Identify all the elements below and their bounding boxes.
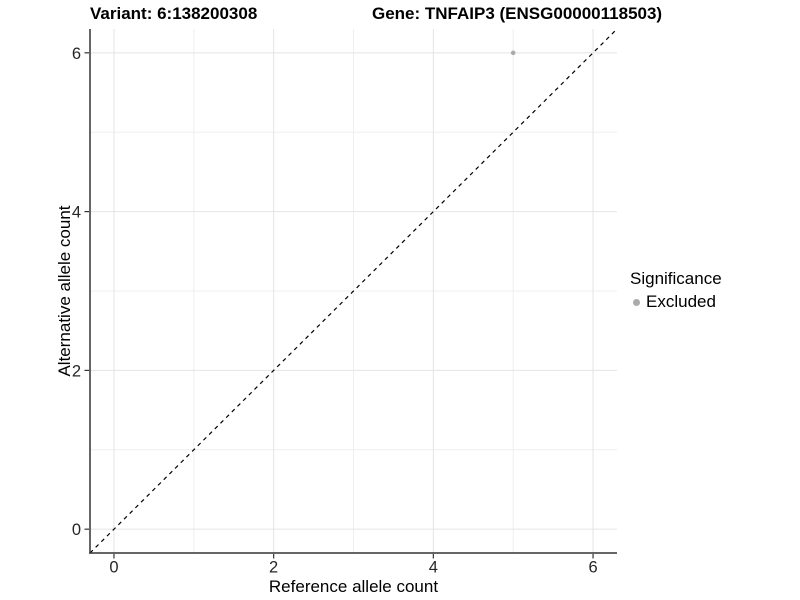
y-tick-label: 4	[72, 204, 81, 222]
legend-point-swatch	[633, 298, 640, 306]
y-tick-label: 0	[72, 521, 81, 539]
legend-item-excluded: Excluded	[630, 292, 722, 312]
y-axis-label: Alternative allele count	[55, 205, 74, 377]
y-tick-label: 6	[72, 45, 81, 63]
x-tick-label: 2	[269, 559, 278, 577]
plot-title-variant: Variant: 6:138200308	[90, 4, 258, 23]
x-tick-label: 4	[429, 559, 438, 577]
legend-title: Significance	[630, 269, 722, 288]
plot-title-gene: Gene: TNFAIP3 (ENSG00000118503)	[372, 4, 663, 23]
legend: Significance Excluded	[630, 269, 722, 312]
data-point	[510, 50, 516, 56]
legend-item-label: Excluded	[646, 292, 716, 311]
y-tick-label: 2	[72, 362, 81, 380]
x-axis-label: Reference allele count	[268, 577, 439, 596]
identity-dashed-line	[89, 28, 618, 554]
x-tick-label: 0	[109, 559, 118, 577]
x-tick-label: 6	[588, 559, 597, 577]
